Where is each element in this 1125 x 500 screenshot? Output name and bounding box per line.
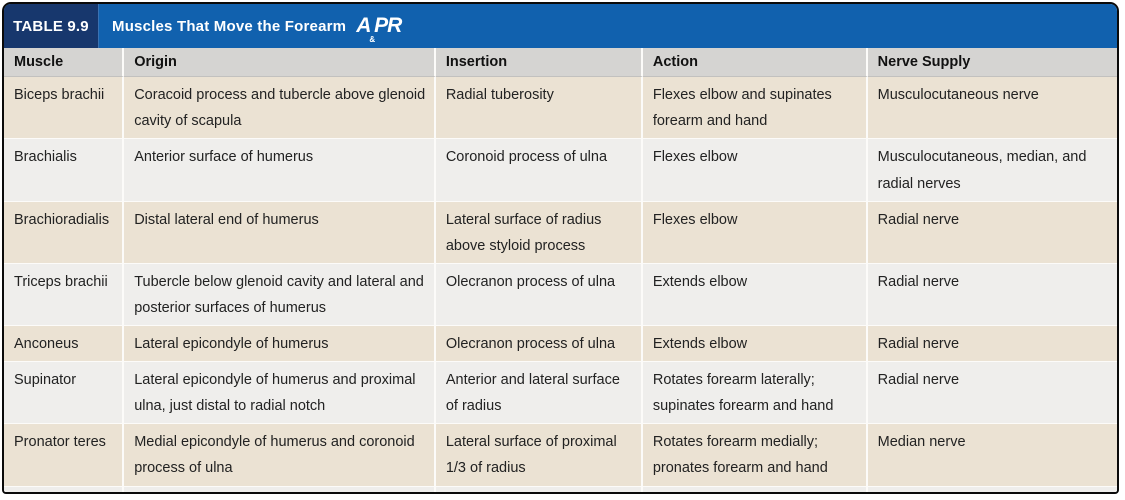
cell-action: Extends elbow (642, 263, 868, 327)
table-number-label: TABLE 9.9 (4, 4, 99, 48)
cell-action: Rotates forearm laterally; supinates for… (642, 362, 868, 425)
cell-action: Rotates forearm medially; pronates forea… (642, 486, 868, 492)
cell-insertion: Lateral surface of radius above styloid … (435, 201, 643, 264)
column-header-action: Action (642, 48, 868, 78)
column-header-origin: Origin (124, 48, 436, 78)
cell-nerve: Radial nerve (867, 201, 1117, 264)
cell-nerve: Radial nerve (867, 326, 1117, 363)
apr-logo-a: A (356, 14, 371, 37)
cell-origin: Coracoid process and tubercle above glen… (124, 77, 436, 140)
cell-origin: Anterior surface of humerus (124, 139, 436, 202)
cell-insertion: Anterior and lateral surface of radius (435, 362, 643, 425)
cell-muscle: Biceps brachii (4, 77, 125, 140)
cell-muscle: Brachialis (4, 139, 125, 202)
cell-nerve: Median nerve (867, 424, 1117, 487)
cell-muscle: Brachioradialis (4, 201, 125, 264)
cell-origin: Lateral epicondyle of humerus (124, 326, 436, 363)
cell-insertion: Olecranon process of ulna (435, 263, 643, 327)
table-row: Triceps brachii Tubercle below glenoid c… (4, 263, 1117, 327)
apr-logo[interactable]: A & PR (346, 4, 402, 48)
cell-insertion: Lateral surface of proximal 1/3 of radiu… (435, 424, 643, 487)
column-header-row: Muscle Origin Insertion Action Nerve Sup… (4, 48, 1117, 78)
column-header-insertion: Insertion (435, 48, 643, 78)
cell-origin: Distal lateral end of humerus (124, 201, 436, 264)
cell-muscle: Triceps brachii (4, 263, 125, 327)
cell-nerve: Radial nerve (867, 263, 1117, 327)
cell-muscle: Anconeus (4, 326, 125, 363)
cell-origin: Lateral epicondyle of humerus and proxim… (124, 362, 436, 425)
table-title-bar: TABLE 9.9 Muscles That Move the Forearm … (4, 4, 1117, 48)
cell-nerve: Musculocutaneous, median, and radial ner… (867, 139, 1117, 202)
muscles-table: Muscle Origin Insertion Action Nerve Sup… (4, 48, 1117, 492)
cell-nerve: Radial nerve (867, 362, 1117, 425)
cell-insertion: Anterior distal end of radius (435, 486, 643, 492)
cell-origin: Anterior distal end of ulna (124, 486, 436, 492)
cell-origin: Medial epicondyle of humerus and coronoi… (124, 424, 436, 487)
cell-muscle: Pronator quadratus (4, 486, 125, 492)
cell-action: Extends elbow (642, 326, 868, 363)
cell-action: Flexes elbow (642, 139, 868, 202)
cell-muscle: Supinator (4, 362, 125, 425)
cell-nerve: Musculocutaneous nerve (867, 77, 1117, 140)
cell-insertion: Coronoid process of ulna (435, 139, 643, 202)
cell-insertion: Radial tuberosity (435, 77, 643, 140)
table-row: Pronator quadratus Anterior distal end o… (4, 486, 1117, 492)
table-row: Biceps brachii Coracoid process and tube… (4, 77, 1117, 140)
column-header-muscle: Muscle (4, 48, 125, 78)
cell-action: Flexes elbow (642, 201, 868, 264)
table-row: Pronator teres Medial epicondyle of hume… (4, 424, 1117, 487)
column-header-nerve-supply: Nerve Supply (867, 48, 1117, 78)
apr-logo-pr: PR (374, 14, 402, 37)
table-row: Brachialis Anterior surface of humerus C… (4, 139, 1117, 202)
cell-nerve: Median nerve (867, 486, 1117, 492)
table-row: Anconeus Lateral epicondyle of humerus O… (4, 326, 1117, 363)
cell-insertion: Olecranon process of ulna (435, 326, 643, 363)
cell-origin: Tubercle below glenoid cavity and latera… (124, 263, 436, 327)
cell-action: Rotates forearm medially; pronates forea… (642, 424, 868, 487)
apr-logo-ampersand: & (369, 35, 375, 44)
table-row: Supinator Lateral epicondyle of humerus … (4, 362, 1117, 425)
table-title: Muscles That Move the Forearm (112, 17, 347, 35)
cell-muscle: Pronator teres (4, 424, 125, 487)
cell-action: Flexes elbow and supinates forearm and h… (642, 77, 868, 140)
anatomy-table-9-9: TABLE 9.9 Muscles That Move the Forearm … (2, 2, 1119, 494)
table-row: Brachioradialis Distal lateral end of hu… (4, 201, 1117, 264)
